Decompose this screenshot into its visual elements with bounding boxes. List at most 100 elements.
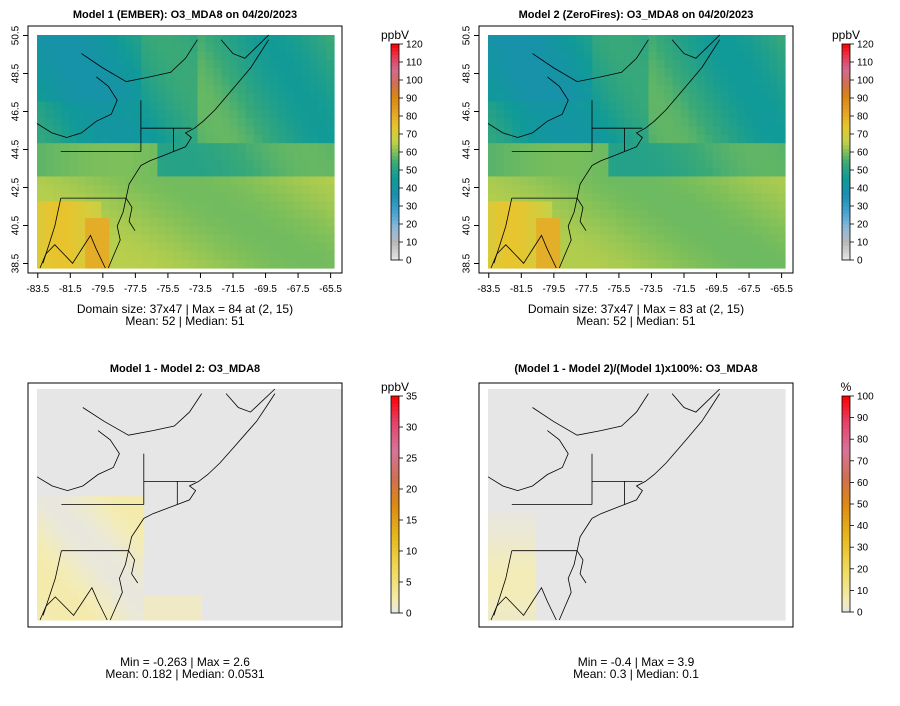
heatmap-cell (317, 438, 327, 448)
heatmap-cell (520, 554, 529, 563)
heatmap-cell (197, 209, 207, 219)
heatmap-cell (640, 545, 650, 555)
heatmap-cell (69, 151, 78, 161)
heatmap-cell (608, 68, 618, 78)
heatmap-cell (245, 143, 255, 153)
heatmap-cell (276, 496, 285, 506)
heatmap-cell (261, 35, 271, 44)
boundary-line (36, 76, 118, 138)
heatmap-cell (752, 397, 762, 407)
heatmap-cell (752, 512, 762, 522)
heatmap-cell (616, 446, 626, 456)
heatmap-cell (45, 193, 54, 203)
heatmap-cell (165, 118, 175, 128)
heatmap-cell (277, 159, 287, 169)
heatmap-cell (568, 578, 577, 588)
heatmap-cell (325, 545, 335, 555)
heatmap-cell (768, 537, 778, 547)
heatmap-cell (536, 438, 545, 448)
heatmap-cell (744, 521, 754, 530)
heatmap-cell (292, 570, 302, 580)
heatmap-cell (488, 438, 497, 448)
heatmap-cell (632, 51, 642, 61)
heatmap-cell (768, 151, 778, 161)
heatmap-cell (177, 446, 186, 456)
heatmap-cell (86, 496, 96, 506)
heatmap-cell (165, 84, 175, 94)
heatmap-cell (736, 529, 746, 539)
heatmap-cell (152, 603, 162, 613)
heatmap-cell (193, 430, 203, 440)
heatmap-cell (640, 479, 650, 489)
heatmap-cell (77, 259, 86, 269)
heatmap-cell (325, 529, 335, 539)
heatmap-cell (237, 251, 247, 261)
heatmap-cell (277, 259, 287, 269)
heatmap-cell (672, 176, 682, 186)
heatmap-cell (728, 595, 738, 605)
legend-swatch (391, 594, 399, 599)
heatmap-cell (712, 51, 722, 61)
heatmap-cell (173, 234, 183, 244)
heatmap-cell (552, 422, 561, 431)
heatmap-cell (640, 76, 650, 86)
heatmap-cell (300, 562, 310, 572)
heatmap-cell (109, 259, 118, 269)
heatmap-cell (512, 587, 521, 596)
heatmap-cell (600, 59, 610, 69)
heatmap-cell (301, 168, 311, 178)
heatmap-cell (752, 109, 762, 119)
heatmap-cell (237, 218, 247, 227)
heatmap-cell (197, 109, 207, 119)
heatmap-cell (189, 118, 199, 128)
heatmap-cell (243, 422, 252, 431)
heatmap-cell (576, 159, 585, 169)
legend-swatch (391, 238, 399, 243)
heatmap-cell (234, 455, 244, 464)
heatmap-cell (552, 168, 561, 178)
legend-swatch (391, 184, 399, 189)
heatmap-cell (69, 51, 78, 61)
heatmap-cell (173, 259, 183, 269)
heatmap-cell (520, 545, 529, 555)
heatmap-cell (496, 611, 505, 621)
heatmap-cell (300, 587, 310, 596)
heatmap-cell (193, 479, 203, 489)
heatmap-cell (253, 243, 263, 252)
heatmap-cell (127, 405, 137, 415)
heatmap-cell (544, 562, 553, 572)
heatmap-cell (488, 43, 497, 53)
heatmap-cell (752, 595, 762, 605)
heatmap-cell (728, 201, 738, 211)
heatmap-cell (768, 529, 778, 539)
heatmap-cell (768, 397, 778, 407)
legend-swatch (391, 565, 399, 570)
heatmap-cell (234, 545, 244, 555)
heatmap-cell (776, 446, 786, 456)
heatmap-cell (117, 184, 126, 194)
heatmap-cell (680, 397, 690, 407)
heatmap-cell (135, 595, 145, 605)
heatmap-cell (152, 422, 162, 431)
heatmap-cell (141, 35, 150, 44)
heatmap-cell (301, 35, 311, 44)
heatmap-cell (728, 570, 738, 580)
heatmap-cell (293, 126, 303, 136)
heatmap-cell (720, 151, 730, 161)
heatmap-cell (712, 471, 722, 481)
heatmap-cell (267, 587, 277, 596)
heatmap-cell (592, 35, 601, 44)
heatmap-cell (624, 234, 634, 244)
heatmap-cell (37, 554, 46, 563)
heatmap-cell (173, 59, 183, 69)
heatmap-cell (672, 43, 682, 53)
heatmap-cell (168, 488, 178, 497)
heatmap-cell (592, 562, 601, 572)
heatmap-cell (504, 201, 513, 211)
heatmap-cell (189, 226, 199, 236)
heatmap-cell (736, 554, 746, 563)
heatmap-cell (292, 479, 302, 489)
heatmap-cell (760, 578, 770, 588)
heatmap-cell (197, 35, 207, 44)
heatmap-cell (608, 159, 618, 169)
